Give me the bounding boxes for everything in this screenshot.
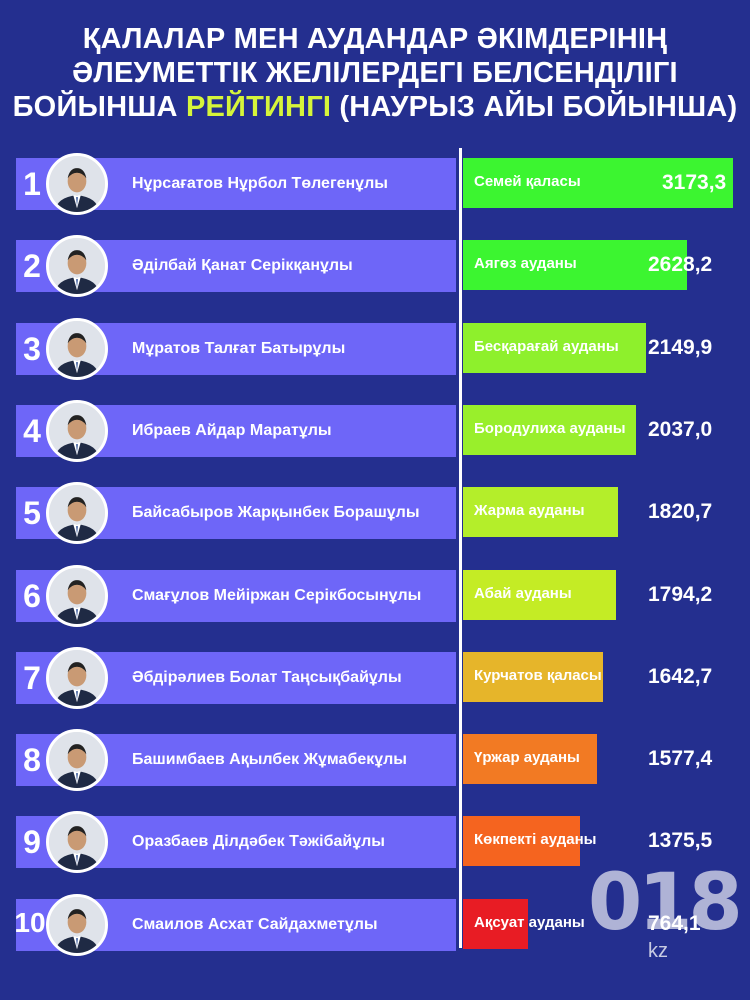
person-photo <box>46 565 108 627</box>
district-label: Ақсуат ауданы <box>474 914 585 931</box>
rank-number: 8 <box>23 742 41 778</box>
value-label: 2628,2 <box>648 253 713 276</box>
value-label: 764,1 <box>648 912 701 935</box>
person-name: Башимбаев Ақылбек Жұмабекұлы <box>132 751 407 768</box>
person-name: Смағұлов Мейіржан Серікбосынұлы <box>132 587 422 604</box>
person-name: Мұратов Талғат Батырұлы <box>132 340 346 357</box>
page-title: ҚАЛАЛАР МЕН АУДАНДАР ӘКІМДЕРІНІҢ ӘЛЕУМЕТ… <box>0 22 750 124</box>
person-photo <box>46 647 108 709</box>
title-line-3-pre: БОЙЫНША <box>12 91 186 123</box>
person-photo <box>46 153 108 215</box>
person-photo <box>46 318 108 380</box>
district-label: Аягөз ауданы <box>474 255 577 272</box>
person-name: Әділбай Қанат Серікқанұлы <box>132 257 353 274</box>
title-highlight: РЕЙТИНГІ <box>185 91 332 123</box>
person-name: Смаилов Асхат Сайдахметұлы <box>132 916 378 933</box>
person-photo <box>46 235 108 297</box>
title-line-3-post: (НАУРЫЗ АЙЫ БОЙЫНША) <box>331 91 738 123</box>
rank-number: 1 <box>23 166 41 202</box>
value-label: 2149,9 <box>648 336 713 359</box>
axis-divider <box>459 148 462 948</box>
rank-number: 10 <box>14 907 46 938</box>
district-label: Семей қаласы <box>474 173 581 190</box>
rank-number: 7 <box>23 660 41 696</box>
person-photo <box>46 482 108 544</box>
person-name: Ибраев Айдар Маратұлы <box>132 422 332 439</box>
rank-number: 3 <box>23 331 41 367</box>
value-bar <box>463 816 580 866</box>
value-label: 3173,3 <box>662 171 727 194</box>
title-line-2: ӘЛЕУМЕТТІК ЖЕЛІЛЕРДЕГІ БЕЛСЕНДІЛІГІ <box>72 57 678 89</box>
rank-number: 2 <box>23 248 41 284</box>
value-label: 1820,7 <box>648 500 713 523</box>
district-label: Бесқарағай ауданы <box>474 338 619 355</box>
value-label: 1794,2 <box>648 583 713 606</box>
value-bar <box>463 405 636 455</box>
district-label: Үржар ауданы <box>474 749 580 766</box>
person-photo <box>46 811 108 873</box>
person-photo <box>46 894 108 956</box>
value-bar <box>463 323 646 373</box>
value-bar <box>463 899 528 949</box>
person-name: Нұрсағатов Нұрбол Төлегенұлы <box>132 175 388 192</box>
value-bar <box>463 487 618 537</box>
person-photo <box>46 400 108 462</box>
rank-number: 6 <box>23 578 41 614</box>
value-bar <box>463 570 616 620</box>
rank-number: 4 <box>23 413 41 449</box>
person-photo <box>46 729 108 791</box>
value-label: 2037,0 <box>648 418 713 441</box>
rank-number: 5 <box>23 495 41 531</box>
district-label: Жарма ауданы <box>474 502 585 519</box>
value-label: 1375,5 <box>648 829 713 852</box>
title-line-3: БОЙЫНША РЕЙТИНГІ (НАУРЫЗ АЙЫ БОЙЫНША) <box>0 90 750 124</box>
person-name: Әбдірәлиев Болат Таңсықбайұлы <box>132 669 402 686</box>
value-bar <box>463 240 687 290</box>
district-label: Курчатов қаласы <box>474 667 602 684</box>
title-line-1: ҚАЛАЛАР МЕН АУДАНДАР ӘКІМДЕРІНІҢ <box>82 23 668 55</box>
person-name: Оразбаев Ділдәбек Тәжібайұлы <box>132 833 385 850</box>
value-bar <box>463 734 597 784</box>
value-bar <box>463 652 603 702</box>
logo-mark: 018 <box>588 858 743 948</box>
district-label: Абай ауданы <box>474 585 572 602</box>
value-bar <box>463 158 733 208</box>
value-label: 1577,4 <box>648 747 713 770</box>
person-name: Байсабыров Жарқынбек Борашұлы <box>132 504 420 521</box>
district-label: Бородулиха ауданы <box>474 420 626 437</box>
logo-suffix: kz <box>648 940 668 962</box>
district-label: Көкпекті ауданы <box>474 831 597 848</box>
site-logo: 018 kz <box>588 858 743 968</box>
rank-number: 9 <box>23 824 41 860</box>
value-label: 1642,7 <box>648 665 713 688</box>
